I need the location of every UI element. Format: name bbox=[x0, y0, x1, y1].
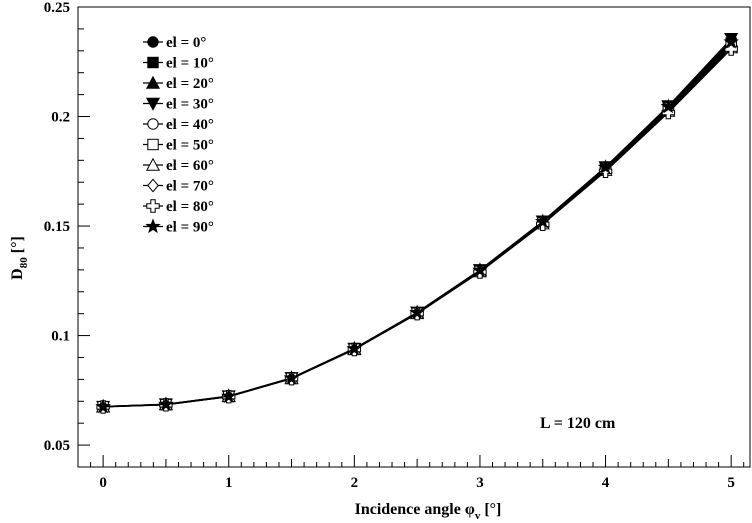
data-point bbox=[597, 159, 614, 174]
y-axis-title: D80 [°] bbox=[9, 236, 30, 280]
legend-item: el = 50° bbox=[143, 138, 214, 154]
legend-label: el = 50° bbox=[166, 138, 214, 154]
legend-item: el = 10° bbox=[143, 56, 214, 72]
legend-label: el = 60° bbox=[166, 158, 214, 174]
x-tick-label: 1 bbox=[225, 475, 233, 491]
length-annotation: L = 120 cm bbox=[540, 415, 616, 432]
legend-item: el = 40° bbox=[143, 117, 214, 133]
data-point bbox=[660, 98, 677, 114]
legend-label: el = 90° bbox=[166, 220, 214, 236]
legend-marker bbox=[147, 56, 159, 69]
data-point bbox=[409, 304, 425, 320]
legend-label: el = 40° bbox=[166, 117, 214, 133]
legend-item: el = 30° bbox=[143, 97, 214, 113]
y-axis-title-subscript: 80 bbox=[18, 257, 30, 269]
y-tick-label: 0.1 bbox=[51, 329, 70, 345]
x-tick-label: 3 bbox=[476, 475, 484, 491]
legend-item: el = 20° bbox=[143, 75, 214, 92]
y-tick-label: 0.05 bbox=[44, 438, 70, 454]
legend: el = 0° el = 10° el = 20° el = 30° el = 40° e… bbox=[143, 35, 214, 236]
data-point bbox=[158, 396, 174, 411]
legend-marker bbox=[147, 178, 159, 193]
data-point bbox=[723, 33, 739, 49]
x-axis-title: Incidence angle φv [°] bbox=[355, 501, 502, 522]
legend-marker bbox=[145, 218, 161, 234]
data-point bbox=[95, 398, 111, 414]
legend-item: el = 80° bbox=[143, 199, 214, 215]
legend-item: el = 60° bbox=[143, 157, 214, 174]
legend-label: el = 80° bbox=[166, 199, 214, 215]
series-9 bbox=[95, 33, 739, 414]
plot-area-border bbox=[77, 6, 751, 468]
data-point bbox=[283, 369, 300, 385]
x-tick-label: 4 bbox=[602, 475, 610, 491]
y-tick-label: 0.25 bbox=[44, 0, 70, 16]
legend-marker bbox=[145, 97, 161, 111]
data-point bbox=[346, 340, 363, 356]
x-axis-title-subscript: v bbox=[475, 510, 481, 522]
y-tick-label: 0.15 bbox=[44, 219, 70, 235]
series-layer bbox=[95, 33, 739, 414]
legend-marker bbox=[145, 157, 161, 171]
x-tick-label: 2 bbox=[351, 475, 359, 491]
legend-marker bbox=[147, 138, 159, 151]
x-tick-label: 5 bbox=[727, 475, 735, 491]
plot-frame bbox=[77, 6, 751, 468]
legend-item: el = 90° bbox=[143, 218, 214, 236]
legend-item: el = 70° bbox=[143, 179, 214, 195]
data-point bbox=[221, 388, 237, 403]
legend-marker bbox=[146, 199, 160, 213]
data-point bbox=[535, 213, 551, 229]
legend-label: el = 0° bbox=[166, 35, 206, 51]
legend-label: el = 10° bbox=[166, 56, 214, 72]
legend-marker bbox=[145, 75, 161, 89]
legend-marker bbox=[147, 36, 159, 48]
x-tick-label: 0 bbox=[99, 475, 107, 491]
x-axis-title-unit: [°] bbox=[484, 501, 501, 518]
legend-label: el = 70° bbox=[166, 179, 214, 195]
legend-marker bbox=[147, 118, 159, 130]
y-axis-title-unit: [°] bbox=[9, 236, 26, 253]
axis-ticks: 0 1 2 3 4 5 0.05 0.1 0.15 0.2 0.25 bbox=[44, 0, 745, 491]
legend-item: el = 0° bbox=[143, 35, 206, 51]
legend-label: el = 20° bbox=[166, 76, 214, 92]
data-point bbox=[472, 262, 488, 277]
legend-label: el = 30° bbox=[166, 97, 214, 113]
y-tick-label: 0.2 bbox=[51, 110, 70, 126]
